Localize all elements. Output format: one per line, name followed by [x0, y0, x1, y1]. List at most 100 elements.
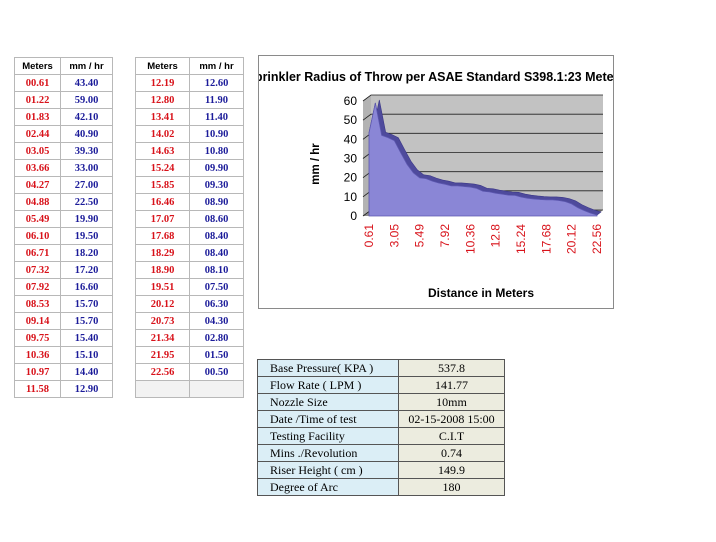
meters-cell: 12.19 — [135, 74, 190, 92]
y-tick-label: 10 — [344, 190, 358, 204]
rate-cell: 27.00 — [60, 176, 113, 194]
rate-cell: 08.90 — [189, 193, 244, 211]
table-row: 19.51 07.50 — [135, 278, 244, 296]
x-tick-label: 10.36 — [463, 224, 477, 254]
meters-cell: 21.95 — [135, 346, 190, 364]
parameter-label: Base Pressure( KPA ) — [257, 359, 399, 377]
table-row: 11.58 12.90 — [14, 380, 113, 398]
data-table-right: Meters mm / hr 12.19 12.60 12.80 11.90 13.41… — [135, 57, 244, 398]
rate-cell: 15.70 — [60, 312, 113, 330]
meters-cell: 01.22 — [14, 91, 61, 109]
table-row: 15.85 09.30 — [135, 176, 244, 194]
rate-cell: 08.40 — [189, 227, 244, 245]
table-row: Testing Facility C.I.T — [257, 427, 505, 445]
column-header-meters: Meters — [135, 57, 190, 75]
parameter-label: Riser Height ( cm ) — [257, 461, 399, 479]
y-tick-label: 40 — [344, 132, 358, 146]
x-axis-title: Distance in Meters — [428, 286, 534, 300]
table-row: 03.05 39.30 — [14, 142, 113, 160]
parameter-label: Flow Rate ( LPM ) — [257, 376, 399, 394]
column-header-meters: Meters — [14, 57, 61, 75]
table-row: 20.73 04.30 — [135, 312, 244, 330]
meters-cell: 08.53 — [14, 295, 61, 313]
gridline — [362, 94, 603, 102]
column-header-mm-hr: mm / hr — [60, 57, 113, 75]
table-row: 17.68 08.40 — [135, 227, 244, 245]
table-row: 07.32 17.20 — [14, 261, 113, 279]
y-tick-label: 0 — [350, 209, 357, 223]
meters-cell: 06.71 — [14, 244, 61, 262]
meters-cell: 10.36 — [14, 346, 61, 364]
rate-cell: 01.50 — [189, 346, 244, 364]
table-row: 06.71 18.20 — [14, 244, 113, 262]
meters-cell: 11.58 — [14, 380, 61, 398]
parameter-label: Mins ./Revolution — [257, 444, 399, 462]
meters-cell: 10.97 — [14, 363, 61, 381]
x-tick-label: 5.49 — [413, 224, 427, 248]
table-row: 01.22 59.00 — [14, 91, 113, 109]
rate-cell: 16.60 — [60, 278, 113, 296]
y-tick-label: 50 — [344, 113, 358, 127]
parameter-value: 141.77 — [398, 376, 505, 394]
meters-cell: 22.56 — [135, 363, 190, 381]
meters-cell: 15.85 — [135, 176, 190, 194]
table-row: Base Pressure( KPA ) 537.8 — [257, 359, 505, 377]
meters-cell: 02.44 — [14, 125, 61, 143]
meters-cell: 20.73 — [135, 312, 190, 330]
x-tick-label: 15.24 — [514, 224, 528, 254]
y-tick-label: 60 — [344, 94, 358, 108]
parameter-value: C.I.T — [398, 427, 505, 445]
table-row — [135, 380, 244, 398]
meters-cell: 09.14 — [14, 312, 61, 330]
meters-cell: 21.34 — [135, 329, 190, 347]
rate-cell: 40.90 — [60, 125, 113, 143]
x-tick-label: 0.61 — [362, 224, 376, 248]
table-row: 21.34 02.80 — [135, 329, 244, 347]
table-row: 15.24 09.90 — [135, 159, 244, 177]
rate-cell: 15.10 — [60, 346, 113, 364]
meters-cell: 13.41 — [135, 108, 190, 126]
area-series — [368, 102, 598, 217]
table-row: 00.61 43.40 — [14, 74, 113, 92]
table-row: 22.56 00.50 — [135, 363, 244, 381]
rate-cell: 04.30 — [189, 312, 244, 330]
rate-cell: 10.90 — [189, 125, 244, 143]
rate-cell: 42.10 — [60, 108, 113, 126]
rate-cell: 18.20 — [60, 244, 113, 262]
test-parameters-table: Base Pressure( KPA ) 537.8 Flow Rate ( LPM… — [257, 359, 505, 496]
table-row: 05.49 19.90 — [14, 210, 113, 228]
table-row: 09.14 15.70 — [14, 312, 113, 330]
rate-cell: 08.60 — [189, 210, 244, 228]
table-row: 18.90 08.10 — [135, 261, 244, 279]
table-row: 03.66 33.00 — [14, 159, 113, 177]
table-row: 10.36 15.10 — [14, 346, 113, 364]
rate-cell: 14.40 — [60, 363, 113, 381]
table-row: 12.80 11.90 — [135, 91, 244, 109]
meters-cell: 07.32 — [14, 261, 61, 279]
parameter-value: 149.9 — [398, 461, 505, 479]
rate-cell: 39.30 — [60, 142, 113, 160]
table-row: 06.10 19.50 — [14, 227, 113, 245]
x-tick-label: 20.12 — [565, 224, 579, 254]
rate-cell: 09.30 — [189, 176, 244, 194]
parameter-value: 02-15-2008 15:00 — [398, 410, 505, 428]
meters-cell: 17.68 — [135, 227, 190, 245]
table-row: Riser Height ( cm ) 149.9 — [257, 461, 505, 479]
table-row: 08.53 15.70 — [14, 295, 113, 313]
rate-cell: 02.80 — [189, 329, 244, 347]
rate-cell: 10.80 — [189, 142, 244, 160]
rate-cell: 43.40 — [60, 74, 113, 92]
data-table-left: Meters mm / hr 00.61 43.40 01.22 59.00 01.83… — [14, 57, 113, 398]
rate-cell: 22.50 — [60, 193, 113, 211]
meters-cell: 00.61 — [14, 74, 61, 92]
parameter-label: Date /Time of test — [257, 410, 399, 428]
table-row: 01.83 42.10 — [14, 108, 113, 126]
table-row: 09.75 15.40 — [14, 329, 113, 347]
table-row: 07.92 16.60 — [14, 278, 113, 296]
table-row: 16.46 08.90 — [135, 193, 244, 211]
rate-cell: 19.90 — [60, 210, 113, 228]
meters-cell — [135, 380, 190, 398]
table-row: Flow Rate ( LPM ) 141.77 — [257, 376, 505, 394]
meters-cell: 03.66 — [14, 159, 61, 177]
meters-cell: 18.90 — [135, 261, 190, 279]
